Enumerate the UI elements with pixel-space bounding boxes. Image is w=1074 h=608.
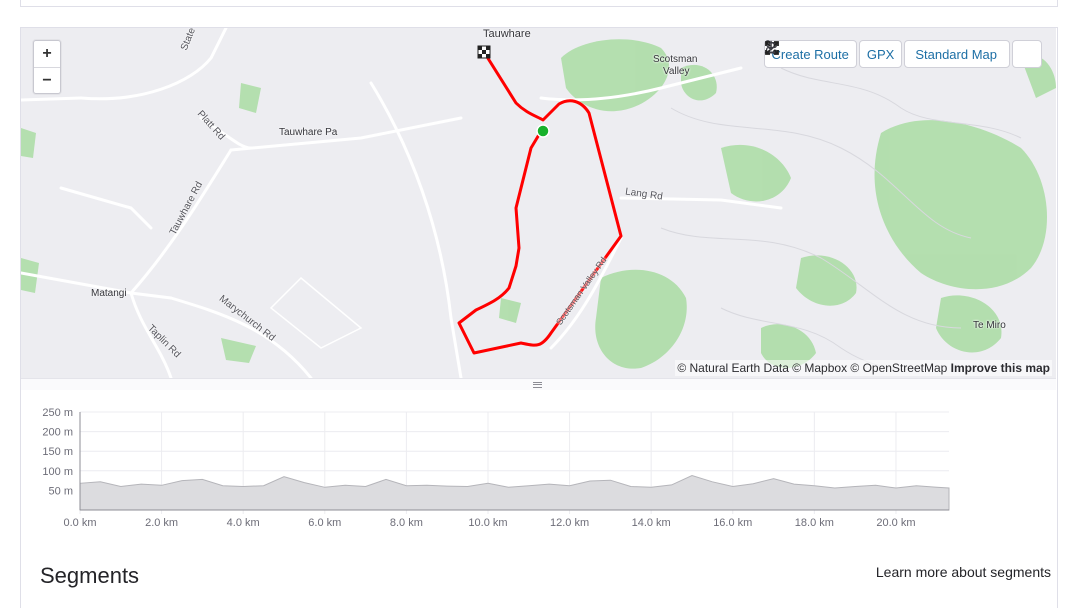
map-canvas[interactable] (21, 28, 1056, 378)
terrain-patch (21, 128, 36, 158)
x-tick-label: 16.0 km (713, 517, 752, 529)
y-tick-label: 250 m (42, 407, 73, 419)
start-marker-icon (536, 124, 550, 138)
place-label-valley: Valley (663, 66, 690, 77)
x-tick-label: 12.0 km (550, 517, 589, 529)
zoom-control: + − (33, 40, 61, 94)
zoom-out-button[interactable]: − (34, 67, 60, 94)
road-segment (269, 276, 363, 349)
place-label-te-miro: Te Miro (973, 320, 1006, 331)
elevation-area (79, 474, 950, 511)
place-label-scotsman: Scotsman (653, 54, 698, 65)
terrain-patch (221, 338, 256, 363)
grip-icon (533, 382, 542, 388)
place-label-tauwhare: Tauwhare (483, 28, 531, 40)
road-tauwhare-pa (229, 116, 463, 152)
y-tick-label: 100 m (42, 466, 73, 478)
terrain-patch (595, 269, 687, 369)
y-tick-label: 200 m (42, 427, 73, 439)
route-line (457, 51, 623, 355)
map-toolbar: Create Route GPX Standard Map (763, 40, 1042, 68)
road-layer (21, 28, 783, 378)
terrain-patch (239, 83, 261, 113)
x-tick-label: 2.0 km (145, 517, 178, 529)
route-map[interactable]: Tauwhare Scotsman Valley State Hwy Platt… (21, 28, 1056, 378)
y-tick-label: 150 m (42, 446, 73, 458)
attribution-text: © Natural Earth Data © Mapbox © OpenStre… (677, 361, 948, 375)
x-tick-label: 14.0 km (632, 517, 671, 529)
terrain-patch (936, 295, 1002, 353)
terrain-layer (21, 39, 1056, 369)
x-tick-label: 4.0 km (227, 517, 260, 529)
road-lang (619, 196, 783, 210)
fullscreen-button[interactable] (764, 40, 1042, 68)
terrain-patch (874, 120, 1048, 290)
x-tick-label: 8.0 km (390, 517, 423, 529)
terrain-patch (499, 298, 521, 323)
map-attribution: © Natural Earth Data © Mapbox © OpenStre… (675, 360, 1052, 376)
x-tick-label: 10.0 km (468, 517, 507, 529)
map-resize-handle[interactable] (21, 378, 1056, 390)
map-style-select[interactable]: Standard Map (770, 40, 1010, 68)
gpx-label: GPX (866, 46, 895, 62)
improve-map-link[interactable]: Improve this map (950, 361, 1050, 375)
terrain-patch (681, 64, 717, 101)
road-marychurch (169, 296, 313, 378)
terrain-patch (721, 144, 791, 202)
road-south (369, 81, 463, 378)
create-route-button[interactable]: Create Route (763, 40, 857, 68)
fullscreen-icon (764, 41, 779, 55)
y-axis-labels: 250 m 200 m 150 m 100 m 50 m (42, 407, 73, 497)
elevation-chart[interactable]: 250 m 200 m 150 m 100 m 50 m 0.0 km 2.0 km 4.0… (21, 400, 956, 535)
road-segment (21, 96, 83, 102)
terrain-patch (796, 255, 857, 306)
y-tick-label: 50 m (49, 485, 73, 497)
x-axis-labels: 0.0 km 2.0 km 4.0 km 6.0 km 8.0 km 10.0 km 12.… (63, 517, 915, 529)
gpx-download-button[interactable]: GPX (764, 40, 903, 68)
zoom-in-button[interactable]: + (42, 45, 52, 62)
previous-card-bottom (20, 0, 1058, 7)
road-state-hwy (79, 28, 228, 101)
road-taplin (129, 291, 173, 378)
x-tick-label: 18.0 km (795, 517, 834, 529)
road-segment (59, 186, 153, 230)
road-tauwhare (129, 148, 233, 295)
x-tick-label: 6.0 km (308, 517, 341, 529)
terrain-patch (761, 324, 816, 368)
x-tick-label: 0.0 km (63, 517, 96, 529)
x-tick-label: 20.0 km (876, 517, 915, 529)
learn-more-segments-link[interactable]: Learn more about segments (875, 564, 1051, 580)
road-scotsman (539, 66, 743, 102)
road-scotsman-valley (549, 236, 623, 350)
finish-flag-icon (477, 45, 491, 59)
segments-heading: Segments (40, 563, 140, 588)
create-route-label: Create Route (771, 46, 849, 62)
place-label-matangi: Matangi (91, 288, 127, 299)
road-label-tauwhare-pa: Tauwhare Pa (279, 127, 338, 138)
map-style-label: Standard Map (915, 46, 997, 62)
